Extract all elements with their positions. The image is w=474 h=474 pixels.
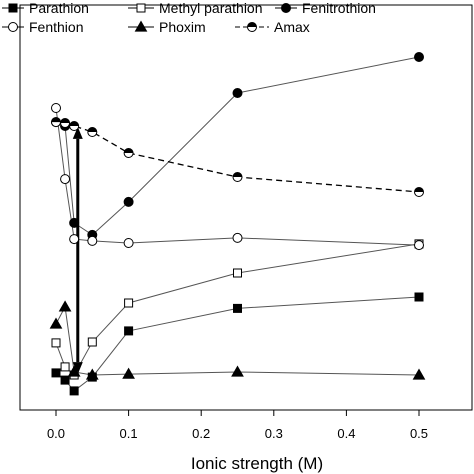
data-point-fenitrothion (123, 196, 134, 207)
data-point-fenthion (232, 232, 243, 243)
marker-fill (247, 22, 257, 27)
data-point-fenthion (87, 235, 98, 246)
x-tick-label: 0.1 (120, 426, 138, 441)
marker-fill (124, 148, 134, 153)
legend: Parathion Methyl parathion Fenitrothion Fen… (2, 0, 376, 35)
data-point-amax (51, 117, 61, 128)
data-point-amax (123, 148, 134, 158)
legend-marker (247, 22, 257, 32)
data-point-fenthion (69, 234, 80, 245)
data-point-parathion (124, 326, 134, 336)
data-point-fenthion (123, 238, 134, 248)
x-tick-label: 0.2 (192, 426, 210, 441)
legend-label: Parathion (29, 0, 89, 16)
legend-marker (134, 20, 148, 32)
legend-label: Fenthion (29, 19, 83, 35)
marker-fill (233, 172, 242, 177)
data-point-methyl-parathion (60, 362, 70, 372)
data-point-parathion (233, 303, 242, 313)
data-point-methyl-parathion (87, 337, 97, 347)
data-point-methyl-parathion (233, 268, 242, 278)
legend-marker (8, 3, 18, 13)
data-point-methyl-parathion (51, 338, 61, 348)
legend-entry-fenthion: Fenthion (2, 19, 83, 35)
data-point-fenthion (414, 240, 424, 251)
x-tick-label: 0.0 (47, 426, 65, 441)
legend-label: Phoxim (159, 19, 206, 35)
data-point-parathion (60, 375, 70, 385)
legend-label: Fenitrothion (302, 0, 376, 16)
data-point-amax (69, 121, 80, 131)
data-point-parathion (414, 292, 424, 302)
legend-entry-fenitrothion: Fenitrothion (275, 0, 376, 16)
data-point-phoxim (67, 365, 81, 377)
legend-label: Amax (274, 19, 310, 35)
data-point-amax (414, 187, 424, 197)
data-point-fenthion (60, 174, 71, 185)
data-point-fenitrothion (232, 88, 243, 98)
double-arrow-annotation (72, 126, 83, 375)
legend-entry-methyl-parathion: Methyl parathion (128, 0, 263, 16)
legend-entry-phoxim: Phoxim (128, 19, 206, 35)
plot-area: 0.0 0.1 0.2 0.3 0.4 0.5 (19, 4, 473, 441)
data-point-parathion (51, 368, 61, 378)
marker-fill (69, 121, 79, 126)
arrow-head-top (72, 126, 83, 139)
data-point-parathion (69, 386, 79, 396)
legend-marker (8, 22, 18, 32)
arrow-head-bottom (72, 362, 83, 375)
x-tick-label: 0.3 (265, 426, 283, 441)
data-point-fenthion (51, 103, 61, 113)
series-layer (49, 52, 426, 396)
series-line-fenitrothion (55, 56, 420, 236)
legend-entry-parathion: Parathion (2, 0, 89, 16)
series-line-phoxim (55, 305, 420, 376)
data-point-amax (232, 172, 243, 182)
marker-fill (51, 117, 61, 123)
data-point-methyl-parathion (124, 298, 134, 308)
legend-marker (281, 3, 291, 13)
plot-frame (19, 4, 473, 411)
marker-fill (87, 127, 97, 132)
data-point-phoxim (85, 368, 99, 380)
data-point-phoxim (231, 365, 244, 377)
legend-marker (136, 3, 146, 13)
data-point-phoxim (122, 367, 135, 379)
data-point-phoxim (412, 368, 426, 380)
marker-fill (414, 187, 424, 192)
data-point-phoxim (58, 300, 72, 312)
data-point-fenitrothion (414, 52, 424, 62)
legend-label: Methyl parathion (159, 0, 263, 16)
data-point-phoxim (49, 317, 63, 329)
data-point-amax (60, 118, 71, 128)
x-axis-title: Ionic strength (M) (191, 454, 323, 473)
x-tick-label: 0.5 (410, 426, 428, 441)
marker-fill (60, 118, 70, 123)
data-point-amax (87, 127, 98, 137)
legend-entry-amax: Amax (235, 19, 310, 35)
x-tick-label: 0.4 (337, 426, 355, 441)
data-point-fenitrothion (69, 217, 80, 228)
